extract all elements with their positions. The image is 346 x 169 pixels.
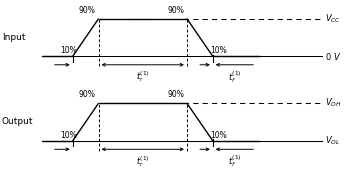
Text: 10%: 10% <box>210 46 227 55</box>
Text: Input: Input <box>2 33 25 42</box>
Text: $t_f^{(1)}$: $t_f^{(1)}$ <box>228 154 241 169</box>
Text: $V_{CC}$: $V_{CC}$ <box>325 12 341 25</box>
Text: $V_{OH}$: $V_{OH}$ <box>325 97 342 109</box>
Text: $0\ V$: $0\ V$ <box>325 51 342 62</box>
Text: 90%: 90% <box>79 6 96 15</box>
Text: 90%: 90% <box>79 90 96 99</box>
Text: $t_f^{(1)}$: $t_f^{(1)}$ <box>228 69 241 85</box>
Text: Output: Output <box>2 117 33 126</box>
Text: 10%: 10% <box>210 131 227 140</box>
Text: 90%: 90% <box>167 6 184 15</box>
Text: 10%: 10% <box>61 46 77 55</box>
Text: 90%: 90% <box>167 90 184 99</box>
Text: $t_r^{(1)}$: $t_r^{(1)}$ <box>136 69 149 84</box>
Text: $t_r^{(1)}$: $t_r^{(1)}$ <box>136 154 149 169</box>
Text: 10%: 10% <box>61 131 77 140</box>
Text: $V_{OL}$: $V_{OL}$ <box>325 135 340 147</box>
